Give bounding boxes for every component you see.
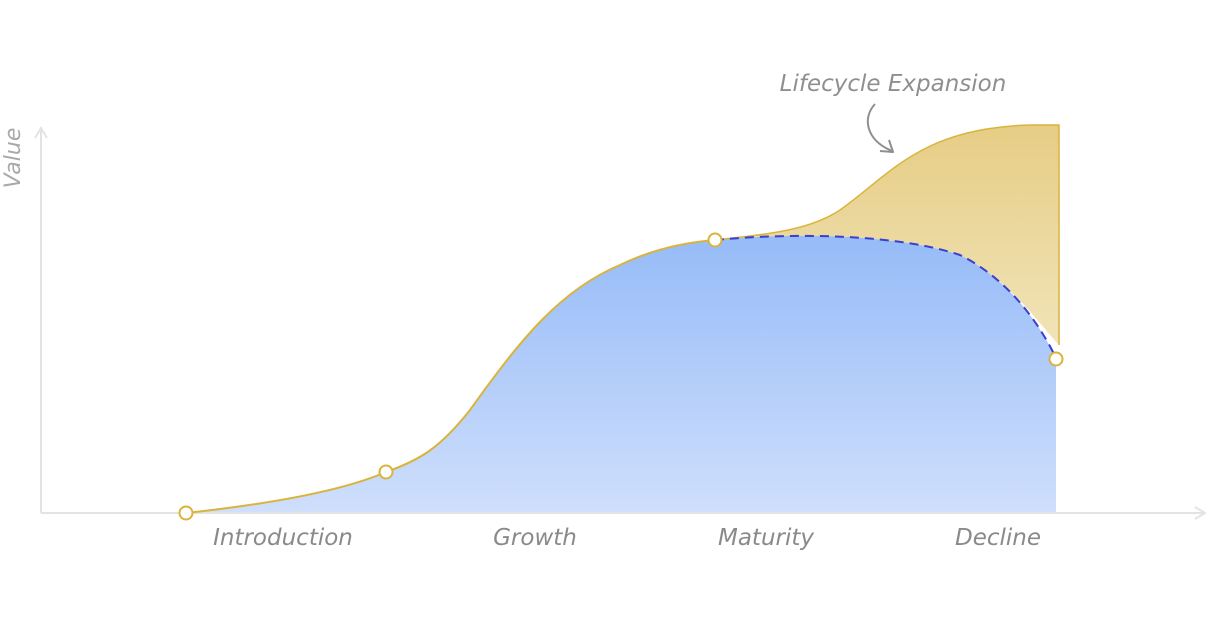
stage-label-maturity: Maturity [718,525,814,551]
decline-dashed-curve [714,234,1057,359]
lifecycle-area [186,235,1056,513]
stage-marker-growth [378,464,394,480]
y-axis-label: Value [1,128,26,189]
annotation-arrow [866,103,893,152]
stage-marker-start [178,505,194,521]
stage-label-introduction: Introduction [213,525,353,551]
annotation-arrowhead [879,139,894,153]
stage-label-growth: Growth [493,525,577,551]
stage-marker-maturity [707,232,723,248]
expansion-area [715,125,1059,345]
stage-marker-decline [1048,351,1064,367]
expansion-curve [714,124,1060,345]
lifecycle-curve [185,239,716,514]
stage-label-decline: Decline [955,525,1041,551]
annotation-label: Lifecycle Expansion [780,71,1007,97]
